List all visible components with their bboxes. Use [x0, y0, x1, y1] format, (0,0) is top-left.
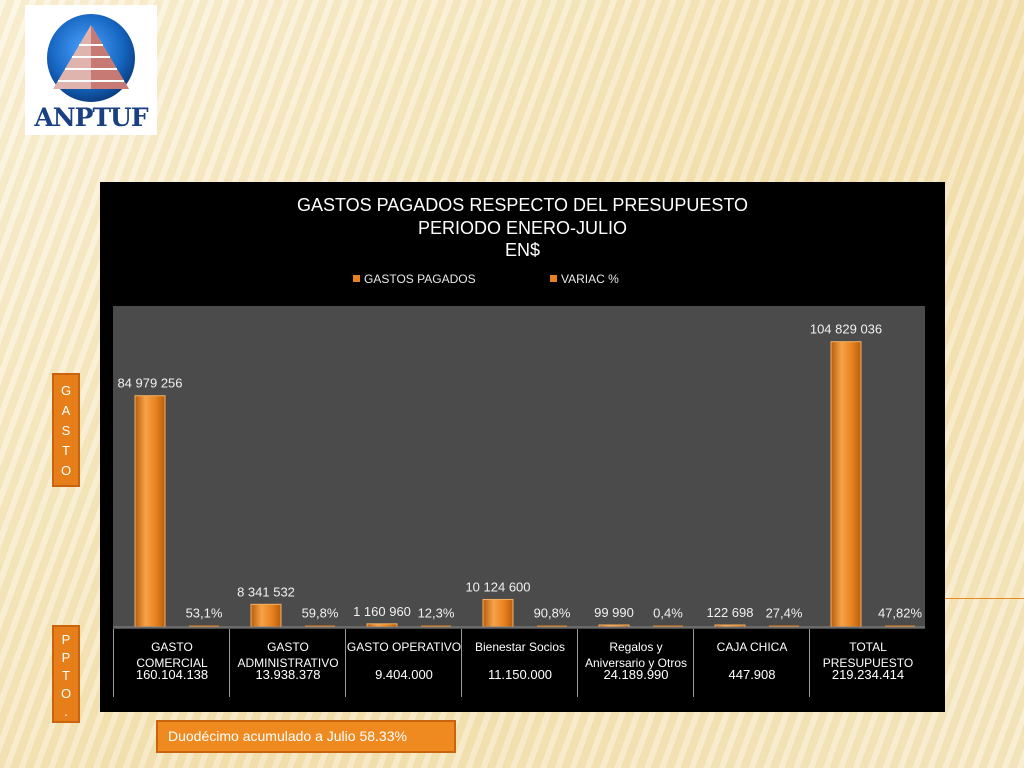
chart-title-line-3: EN$ — [504, 240, 540, 260]
legend-label: GASTOS PAGADOS — [364, 272, 476, 286]
budget-value: 219.234.414 — [831, 667, 905, 682]
side-label-letter: P — [61, 632, 71, 647]
side-label-letter: O — [60, 463, 72, 478]
chart-title: GASTOS PAGADOS RESPECTO DEL PRESUPUESTO … — [100, 194, 945, 262]
bar-variac — [305, 625, 335, 627]
category-cell: Regalos y Aniversario y Otros 24.189.990 — [577, 629, 694, 697]
category-cell: GASTO ADMINISTRATIVO 13.938.378 — [229, 629, 346, 697]
category-label: Bienestar Socios — [474, 640, 566, 654]
category-label: GASTO OPERATIVO — [346, 640, 462, 654]
side-label-letter: . — [64, 704, 68, 719]
category-cell: CAJA CHICA 447.908 — [693, 629, 810, 697]
category-axis: GASTO COMERCIAL 160.104.138 GASTO ADMINIST… — [113, 629, 925, 697]
bar-variac — [421, 625, 451, 627]
bar-variac — [653, 625, 683, 627]
category-cell: Bienestar Socios 11.150.000 — [461, 629, 578, 697]
bar-variac — [769, 625, 799, 627]
category-label: Regalos y Aniversario y Otros — [584, 640, 688, 670]
data-label-gastos: 104 829 036 — [810, 322, 882, 337]
plot-area: 84 979 256 53,1% 8 341 532 59,8% 1 160 960 12… — [113, 306, 925, 629]
side-label-letter: G — [60, 383, 72, 398]
data-label-gastos: 84 979 256 — [117, 376, 182, 391]
data-label-gastos: 122 698 — [707, 605, 754, 620]
bar-gastos-pagados — [482, 598, 514, 628]
budget-value: 24.189.990 — [603, 667, 669, 682]
category-label: CAJA CHICA — [716, 640, 788, 654]
pyramid-emblem-icon — [47, 14, 135, 102]
anptuf-logo: ANPTUF — [25, 5, 157, 135]
category-cell: GASTO COMERCIAL 160.104.138 — [113, 629, 230, 697]
bar-gastos-pagados — [830, 341, 862, 628]
category-label: GASTO COMERCIAL — [136, 640, 208, 670]
data-label-variac: 53,1% — [186, 606, 223, 621]
bar-gastos-pagados — [134, 395, 166, 628]
data-label-gastos: 1 160 960 — [353, 604, 411, 619]
chart-legend: GASTOS PAGADOS VARIAC % — [100, 272, 945, 286]
bar-chart-svg: 84 979 256 53,1% 8 341 532 59,8% 1 160 960 12… — [113, 322, 925, 628]
data-label-variac: 12,3% — [418, 606, 455, 621]
budget-value: 9.404.000 — [375, 667, 433, 682]
side-label-letter: P — [61, 650, 71, 665]
legend-swatch-icon — [353, 275, 360, 282]
data-label-gastos: 8 341 532 — [237, 584, 295, 599]
legend-label: VARIAC % — [561, 272, 619, 286]
budget-value: 447.908 — [728, 667, 776, 682]
data-label-gastos: 99 990 — [594, 605, 634, 620]
legend-item-gastos-pagados: GASTOS PAGADOS — [353, 272, 476, 286]
category-label: TOTAL PRESUPUESTO — [822, 640, 914, 670]
legend-swatch-icon — [550, 275, 557, 282]
bar-variac — [189, 625, 219, 627]
chart-panel: GASTOS PAGADOS RESPECTO DEL PRESUPUESTO … — [100, 182, 945, 712]
bar-variac — [885, 625, 915, 627]
data-label-gastos: 10 124 600 — [465, 579, 530, 594]
data-label-variac: 0,4% — [653, 606, 683, 621]
chart-title-line-2: PERIODO ENERO-JULIO — [417, 217, 628, 238]
data-label-variac: 47,82% — [878, 606, 923, 621]
chart-title-line-1: GASTOS PAGADOS RESPECTO DEL PRESUPUESTO — [296, 195, 749, 215]
category-cell: GASTO OPERATIVO 9.404.000 — [345, 629, 462, 697]
data-label-variac: 59,8% — [302, 606, 339, 621]
bar-variac — [537, 625, 567, 627]
side-label-letter: T — [62, 668, 70, 683]
side-label-letter: O — [60, 686, 72, 701]
data-label-variac: 90,8% — [534, 606, 571, 621]
side-label-letter: S — [61, 423, 71, 438]
bar-gastos-pagados — [250, 603, 282, 628]
decorative-divider — [945, 598, 1024, 599]
data-label-variac: 27,4% — [766, 606, 803, 621]
duodecimo-note: Duodécimo acumulado a Julio 58.33% — [156, 720, 456, 753]
logo-wordmark: ANPTUF — [34, 103, 148, 132]
budget-value: 13.938.378 — [255, 667, 321, 682]
side-label-letter: T — [62, 443, 70, 458]
category-label: GASTO ADMINISTRATIVO — [237, 640, 339, 670]
side-label-letter: A — [61, 403, 71, 418]
legend-item-variac: VARIAC % — [550, 272, 619, 286]
budget-value: 160.104.138 — [135, 667, 209, 682]
budget-value: 11.150.000 — [487, 667, 553, 682]
category-cell: TOTAL PRESUPUESTO 219.234.414 — [809, 629, 926, 697]
